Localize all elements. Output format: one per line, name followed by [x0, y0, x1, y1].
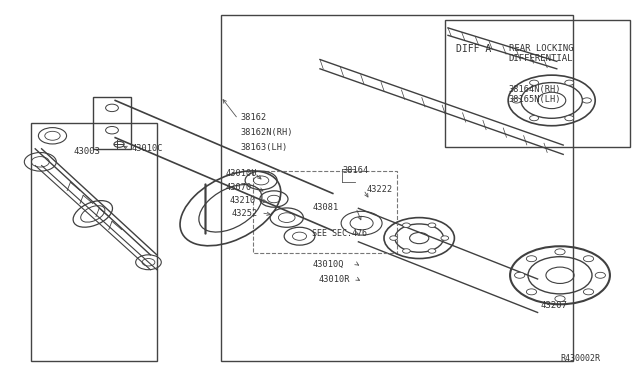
Circle shape — [403, 223, 410, 227]
Circle shape — [390, 236, 397, 240]
Circle shape — [515, 272, 525, 278]
Circle shape — [529, 80, 539, 85]
Circle shape — [512, 98, 521, 103]
Circle shape — [526, 256, 536, 262]
Circle shape — [584, 256, 594, 262]
Text: 38163(LH): 38163(LH) — [240, 143, 287, 152]
Bar — [253, 171, 397, 253]
Text: 43070: 43070 — [225, 183, 252, 192]
Text: 43003: 43003 — [74, 147, 100, 156]
Circle shape — [564, 116, 574, 121]
Circle shape — [529, 116, 539, 121]
Text: 43010R: 43010R — [319, 275, 350, 283]
Text: 43010Q: 43010Q — [312, 260, 344, 269]
Text: DIFF A: DIFF A — [456, 44, 491, 54]
Circle shape — [595, 272, 605, 278]
Text: SEE SEC.476: SEE SEC.476 — [312, 229, 367, 238]
Text: 43207: 43207 — [541, 301, 568, 310]
Text: 43010U: 43010U — [225, 169, 257, 178]
Text: R430002R: R430002R — [560, 354, 600, 363]
Text: 38162: 38162 — [240, 113, 266, 122]
Bar — [445, 20, 630, 147]
Bar — [93, 97, 131, 149]
Circle shape — [582, 98, 591, 103]
Text: 43010C: 43010C — [131, 144, 163, 153]
Circle shape — [564, 80, 574, 85]
Circle shape — [584, 289, 594, 295]
Text: 43252: 43252 — [232, 209, 258, 218]
Circle shape — [428, 249, 436, 253]
Circle shape — [555, 249, 565, 255]
Circle shape — [403, 249, 410, 253]
Text: 38164N(RH)
38165N(LH): 38164N(RH) 38165N(LH) — [509, 85, 561, 104]
Text: 43210: 43210 — [229, 196, 255, 205]
Text: REAR LOCKING
DIFFERENTIAL: REAR LOCKING DIFFERENTIAL — [509, 44, 573, 63]
Text: 43081: 43081 — [312, 203, 339, 212]
Text: 38164: 38164 — [342, 166, 369, 174]
Circle shape — [428, 223, 436, 227]
Bar — [221, 15, 573, 361]
Circle shape — [555, 296, 565, 302]
Circle shape — [526, 289, 536, 295]
Bar — [31, 123, 157, 361]
Text: 38162N(RH): 38162N(RH) — [240, 128, 292, 137]
Text: 43222: 43222 — [366, 185, 392, 194]
Circle shape — [441, 236, 449, 240]
